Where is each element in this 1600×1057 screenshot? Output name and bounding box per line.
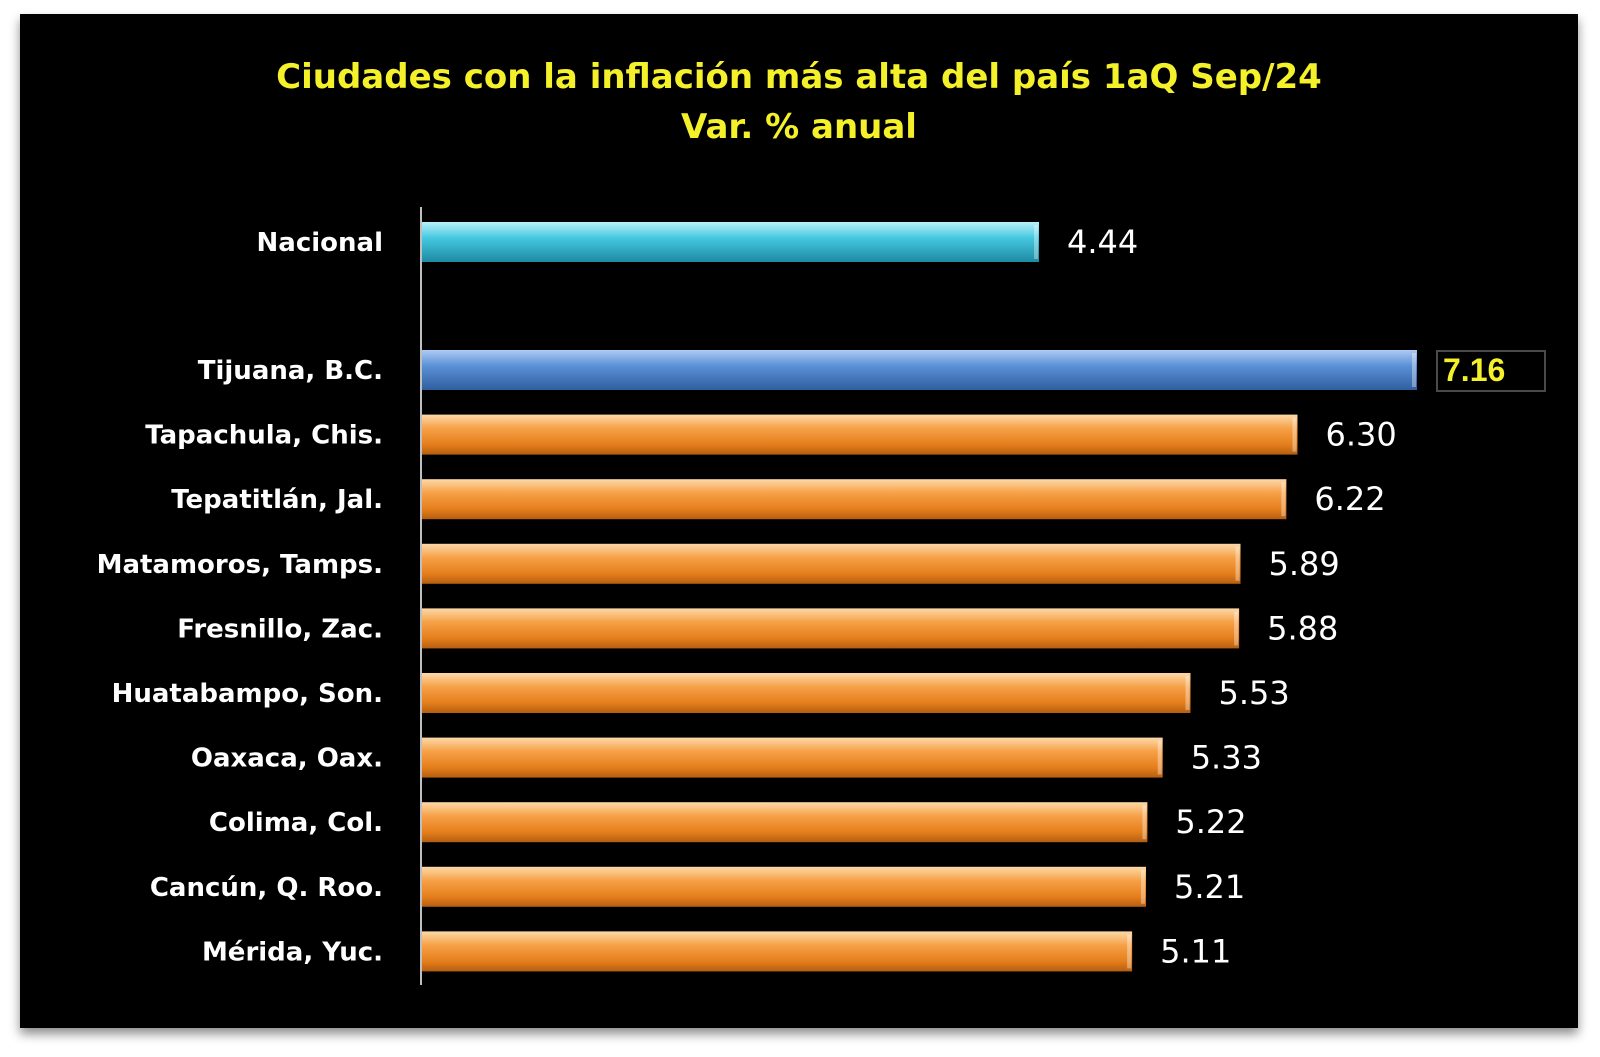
- value-label-colima-col: 5.22: [1175, 803, 1246, 841]
- category-label-nacional: Nacional: [257, 228, 383, 258]
- value-label-tepatitlan-jal: 6.22: [1314, 480, 1385, 518]
- value-label-cancun-q-roo: 5.21: [1174, 868, 1245, 906]
- bar-cancun-q-roo: [422, 866, 1147, 907]
- value-label-nacional: 4.44: [1067, 223, 1138, 261]
- bar-bevel-oaxaca-oax: [1157, 740, 1162, 775]
- bar-bevel-colima-col: [1142, 805, 1147, 840]
- bar-bevel-matamoros-tamps: [1235, 546, 1240, 581]
- category-label-tepatitlan-jal: Tepatitlán, Jal.: [171, 485, 383, 515]
- bar-oaxaca-oax: [422, 737, 1163, 778]
- category-label-matamoros-tamps: Matamoros, Tamps.: [97, 550, 383, 580]
- bar-bevel-tijuana-b-c: [1412, 353, 1416, 387]
- category-label-huatabampo-son: Huatabampo, Son.: [112, 679, 383, 709]
- category-label-cancun-q-roo: Cancún, Q. Roo.: [150, 873, 383, 903]
- bar-bevel-fresnillo-zac: [1234, 611, 1239, 646]
- bar-bevel-tepatitlan-jal: [1281, 482, 1286, 517]
- bars-group: [422, 222, 1417, 972]
- category-label-tijuana-b-c: Tijuana, B.C.: [198, 356, 383, 386]
- bar-tapachula-chis: [422, 414, 1298, 455]
- chart-subtitle: Var. % anual: [681, 107, 917, 147]
- category-label-oaxaca-oax: Oaxaca, Oax.: [191, 744, 383, 774]
- category-label-fresnillo-zac: Fresnillo, Zac.: [177, 614, 383, 644]
- bar-huatabampo-son: [422, 673, 1191, 713]
- value-label-oaxaca-oax: 5.33: [1191, 739, 1262, 777]
- category-labels: Nacional Tijuana, B.C. Tapachula, Chis. Tep…: [97, 228, 383, 967]
- chart-title: Ciudades con la inflación más alta del p…: [276, 57, 1322, 97]
- value-label-matamoros-tamps: 5.89: [1269, 545, 1340, 583]
- bar-bevel-huatabampo-son: [1185, 676, 1190, 710]
- value-label-merida-yuc: 5.11: [1160, 932, 1231, 970]
- bar-bevel-merida-yuc: [1127, 934, 1132, 969]
- value-label-tijuana-b-c: 7.16: [1443, 352, 1505, 388]
- category-label-tapachula-chis: Tapachula, Chis.: [145, 421, 383, 451]
- bar-bevel-nacional: [1034, 225, 1039, 259]
- bar-nacional: [422, 222, 1040, 262]
- bar-matamoros-tamps: [422, 543, 1241, 584]
- bar-colima-col: [422, 802, 1148, 843]
- bar-bevel-cancun-q-roo: [1141, 869, 1146, 904]
- value-labels: 4.44 7.16 6.30 6.22 5.89 5.88 5.53 5.33 5.22 5.21…: [1067, 223, 1546, 970]
- bar-bevel-tapachula-chis: [1292, 417, 1297, 452]
- value-label-huatabampo-son: 5.53: [1218, 674, 1289, 712]
- chart-frame: [20, 14, 1578, 1028]
- bar-fresnillo-zac: [422, 608, 1240, 649]
- value-label-tapachula-chis: 6.30: [1325, 416, 1396, 454]
- bar-tijuana-b-c: [422, 350, 1417, 390]
- value-label-fresnillo-zac: 5.88: [1267, 609, 1338, 647]
- category-label-merida-yuc: Mérida, Yuc.: [202, 937, 383, 967]
- bar-merida-yuc: [422, 931, 1133, 972]
- category-label-colima-col: Colima, Col.: [209, 808, 383, 838]
- highlight-label-box: [1436, 350, 1546, 392]
- bar-tepatitlan-jal: [422, 479, 1287, 520]
